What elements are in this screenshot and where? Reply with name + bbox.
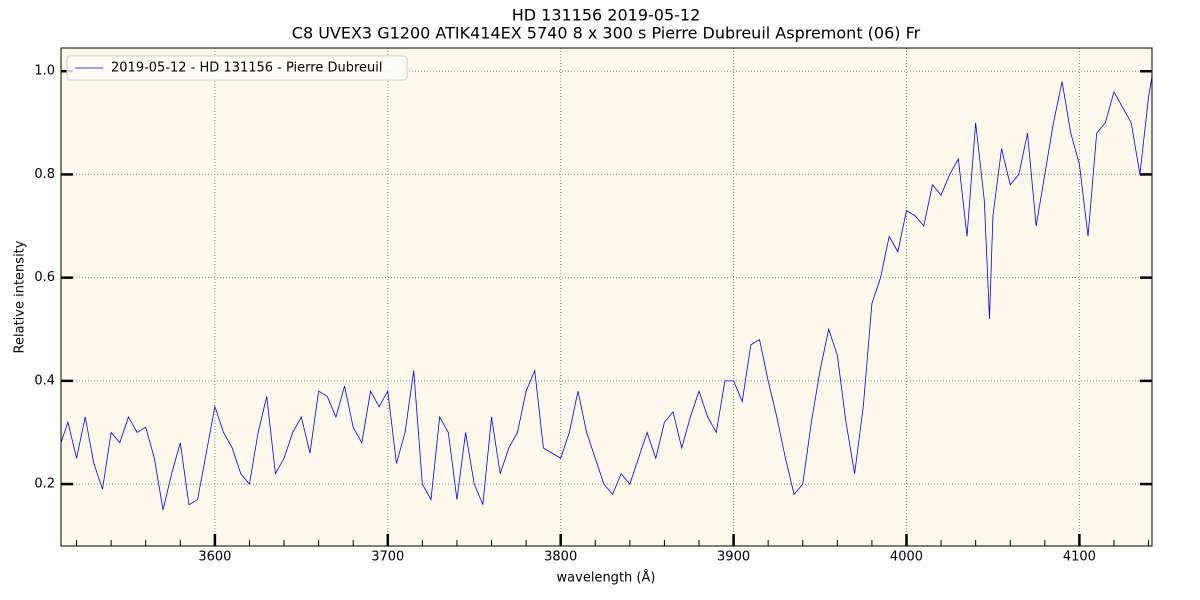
plot-frame (60, 47, 1153, 547)
x-axis-label: wavelength (Å) (557, 570, 656, 586)
x-tick-label: 3700 (371, 550, 404, 565)
y-tick-label: 0.4 (34, 373, 55, 388)
chart-title: HD 131156 2019-05-12 (512, 6, 701, 25)
x-tick-label: 3800 (544, 550, 577, 565)
x-tick-label: 4100 (1063, 550, 1096, 565)
legend-box (66, 55, 408, 81)
chart-subtitle: C8 UVEX3 G1200 ATIK414EX 5740 8 x 300 s … (292, 24, 921, 43)
series-line (60, 76, 1153, 510)
x-tick-label: 3900 (717, 550, 750, 565)
y-tick-label: 0.2 (34, 477, 55, 492)
x-tick-label: 3600 (198, 550, 231, 565)
plot-background (61, 48, 1152, 546)
legend-label: 2019-05-12 - HD 131156 - Pierre Dubreuil (111, 61, 383, 76)
y-tick-label: 0.8 (34, 167, 55, 182)
x-tick-label: 4000 (890, 550, 923, 565)
y-tick-label: 1.0 (34, 64, 55, 79)
y-tick-label: 0.6 (34, 270, 55, 285)
y-axis-label: Relative intensity (13, 240, 28, 353)
